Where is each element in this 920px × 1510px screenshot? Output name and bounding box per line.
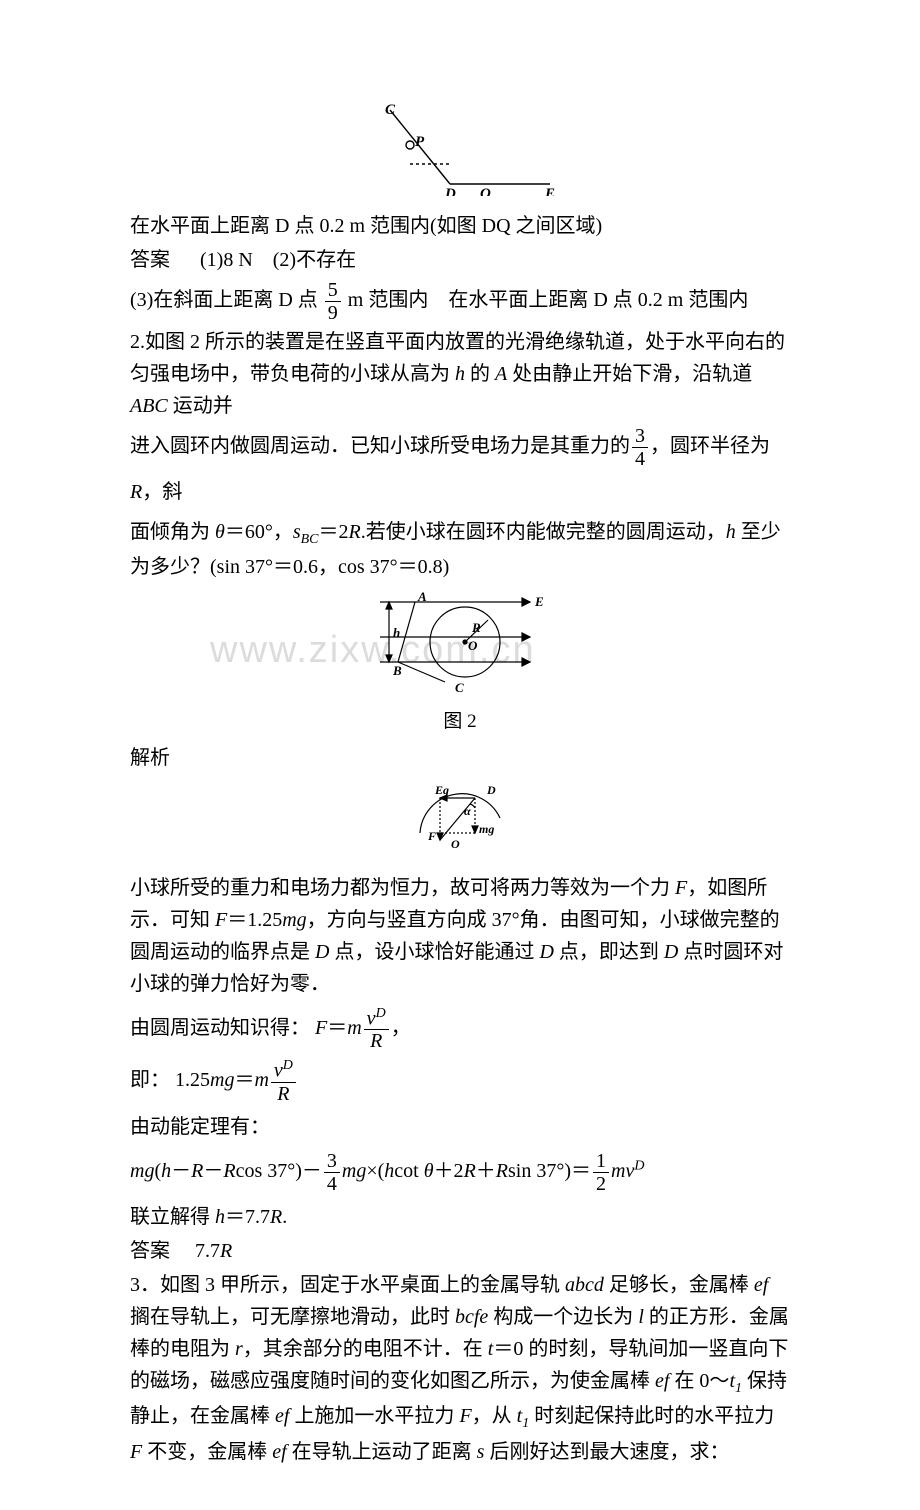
paragraph-2a: 2.如图 2 所示的装置是在竖直平面内放置的光滑绝缘轨道，处于水平向右的匀强电场…: [130, 326, 790, 422]
fig1-label-d: D: [444, 186, 456, 196]
fig1-label-c: C: [385, 104, 396, 118]
fig3-eq: Eq: [434, 783, 449, 797]
fig1-label-e: E: [544, 186, 555, 196]
frac-den: 4: [632, 448, 648, 470]
fig3-a: α: [464, 804, 471, 818]
fig3-d: D: [486, 783, 496, 797]
body-text-1: 在水平面上距离 D 点 0.2 m 范围内(如图 DQ 之间区域): [130, 210, 790, 242]
figure-1: C P D Q E: [130, 104, 790, 206]
p3-text: 3．如图 3 甲所示，固定于水平桌面上的金属导轨 abcd 足够长，金属棒 ef…: [130, 1274, 789, 1463]
eq5-text: 联立解得 h＝7.7R.: [130, 1206, 287, 1228]
fig1-label-q: Q: [480, 186, 491, 196]
answer-label-1: 答案: [130, 249, 170, 271]
fig2-r: R: [471, 620, 481, 635]
fig3-o: O: [451, 837, 460, 851]
fig3-mg: mg: [479, 822, 494, 836]
answer-line-1: 答案 (1)8 N (2)不存在: [130, 244, 790, 276]
fig2-b: B: [392, 663, 402, 678]
fig2-e: E: [534, 594, 544, 609]
f2n: 1: [593, 1150, 609, 1173]
eq1-prefix: 由圆周运动知识得：: [130, 1017, 310, 1039]
frac-den: 9: [325, 302, 341, 324]
fig2-c: C: [455, 680, 464, 695]
figure-2-caption: 图 2: [130, 707, 790, 737]
line3-prefix: (3)在斜面上距离 D 点: [130, 289, 318, 311]
fig1-label-p: P: [415, 134, 425, 150]
answer-line-2: 答案 7.7R: [130, 1235, 790, 1267]
fraction-3-4: 34: [632, 425, 648, 470]
p2b-prefix: 进入圆环内做圆周运动．已知小球所受电场力是其重力的: [130, 435, 630, 457]
frac-vd-r-1: vDR: [364, 1006, 389, 1053]
fig3-f: F: [427, 829, 436, 843]
equation-4: mg(h－R－Rcos 37°)－34mg×(hcot θ＋2R＋Rsin 37…: [130, 1149, 790, 1195]
equation-2: 即： 1.25mg＝mvDR: [130, 1058, 790, 1105]
frac-3-4-eq: 34: [324, 1150, 340, 1195]
equation-1: 由圆周运动知识得： F＝mvDR，: [130, 1006, 790, 1053]
f1n: 3: [324, 1150, 340, 1173]
f2d: 2: [593, 1173, 609, 1195]
paragraph-2c: 面倾角为 θ＝60°，sBC＝2R.若使小球在圆环内能做完整的圆周运动，h 至少…: [130, 516, 790, 583]
frac-num: 3: [632, 425, 648, 448]
fig2-h: h: [393, 625, 400, 640]
paragraph-2b: 进入圆环内做圆周运动．已知小球所受电场力是其重力的34，圆环半径为 R，斜: [130, 424, 790, 514]
sol-p1-text: 小球所受的重力和电场力都为恒力，故可将两力等效为一个力 F，如图所示．可知 F＝…: [130, 877, 783, 995]
f1d: 4: [324, 1173, 340, 1195]
page-content: C P D Q E 在水平面上距离 D 点 0.2 m 范围内(如图 DQ 之间…: [130, 104, 790, 1468]
solution-label: 解析: [130, 742, 790, 774]
frac-vd-r-2: vDR: [271, 1058, 296, 1105]
solution-p1: 小球所受的重力和电场力都为恒力，故可将两力等效为一个力 F，如图所示．可知 F＝…: [130, 872, 790, 1000]
answer-line-3: (3)在斜面上距离 D 点 5 9 m 范围内 在水平面上距离 D 点 0.2 …: [130, 278, 790, 324]
answer-1-text: (1)8 N (2)不存在: [200, 249, 356, 271]
fraction-5-9: 5 9: [325, 279, 341, 324]
equation-5: 联立解得 h＝7.7R.: [130, 1201, 790, 1233]
line3-suffix: m 范围内 在水平面上距离 D 点 0.2 m 范围内: [348, 289, 749, 311]
frac-1-2-eq: 12: [593, 1150, 609, 1195]
figure-3: D Eq F α mg O: [130, 778, 790, 868]
paragraph-3: 3．如图 3 甲所示，固定于水平桌面上的金属导轨 abcd 足够长，金属棒 ef…: [130, 1269, 790, 1468]
eq1-den: R: [364, 1030, 389, 1052]
p2a-text: 2.如图 2 所示的装置是在竖直平面内放置的光滑绝缘轨道，处于水平向右的匀强电场…: [130, 331, 785, 417]
frac-num: 5: [325, 279, 341, 302]
answer-label-2: 答案: [130, 1240, 170, 1262]
equation-3-label: 由动能定理有：: [130, 1111, 790, 1143]
eq2-prefix: 即：: [130, 1069, 170, 1091]
p2c-text: 面倾角为 θ＝60°，sBC＝2R.若使小球在圆环内能做完整的圆周运动，h 至少…: [130, 521, 781, 578]
fig2-a: A: [417, 589, 427, 604]
fig2-o: O: [468, 638, 478, 653]
eq2-den: R: [271, 1083, 296, 1105]
figure-2: A E h R O B C 图 2: [130, 587, 790, 737]
line1-text: 在水平面上距离 D 点 0.2 m 范围内(如图 DQ 之间区域): [130, 215, 602, 237]
